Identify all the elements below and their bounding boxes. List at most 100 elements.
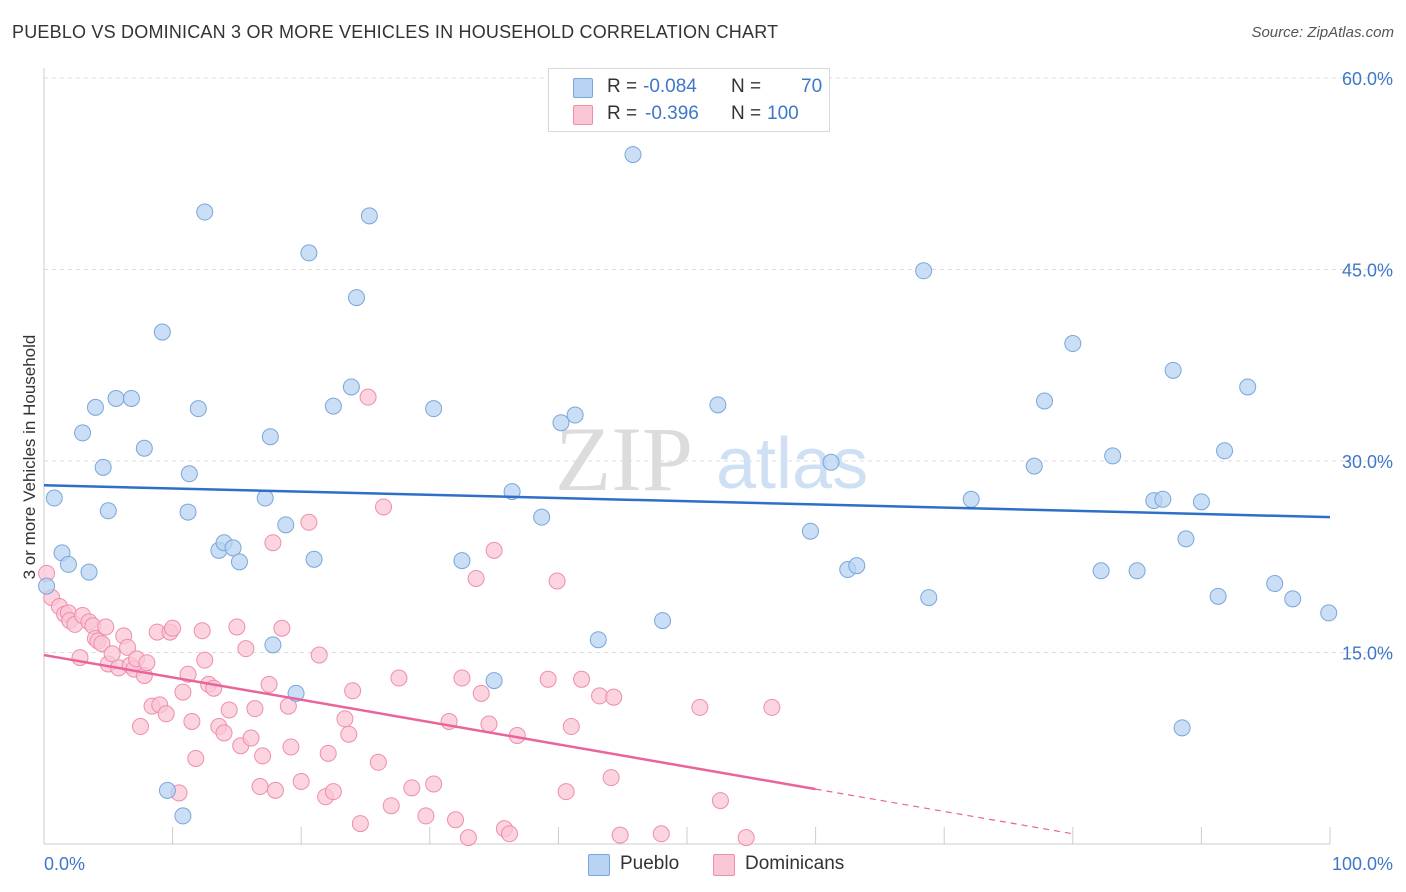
pueblo-point	[425, 400, 443, 418]
dominican-point	[282, 738, 300, 756]
dominican-swatch	[573, 105, 593, 125]
pueblo-point	[1266, 575, 1284, 593]
legend-r-label: R =	[607, 103, 638, 124]
dominican-point	[138, 654, 156, 672]
dominican-point	[242, 729, 260, 747]
trend-lines	[43, 484, 1331, 835]
dominican-point	[260, 675, 278, 693]
dominican-point	[266, 781, 284, 799]
dominican-point	[157, 705, 175, 723]
pueblo-point	[59, 555, 77, 573]
dominican-point	[300, 513, 318, 531]
legend-r-value: -0.084	[643, 76, 697, 97]
pueblo-point	[848, 557, 866, 575]
pueblo-point	[360, 207, 378, 225]
dominican-point	[97, 618, 115, 636]
pueblo-point	[179, 503, 197, 521]
pueblo-point	[180, 465, 198, 483]
pueblo-point	[230, 553, 248, 571]
pueblo-point	[324, 397, 342, 415]
tick-marks	[43, 827, 1331, 844]
pueblo-trend-line	[43, 484, 1331, 519]
pueblo-point	[1092, 562, 1110, 580]
dominican-point	[119, 638, 137, 656]
pueblo-point	[709, 396, 727, 414]
dominican-point	[264, 534, 282, 552]
legend-n-label: N =	[731, 103, 762, 124]
pueblo-point	[566, 406, 584, 424]
dominican-point	[359, 388, 377, 406]
pueblo-point	[1173, 719, 1191, 737]
pueblo-point	[80, 563, 98, 581]
pueblo-points	[38, 146, 1338, 825]
pueblo-point	[1216, 442, 1234, 460]
pueblo-point	[261, 428, 279, 446]
dominican-point	[417, 807, 435, 825]
pueblo-point	[135, 439, 153, 457]
dominican-point	[103, 645, 121, 663]
dominican-point	[480, 715, 498, 733]
pueblo-point	[1239, 378, 1257, 396]
dominican-point	[292, 772, 310, 790]
dominican-point	[237, 640, 255, 658]
pueblo-point	[1036, 392, 1054, 410]
dominican-point	[369, 753, 387, 771]
pueblo-point	[99, 502, 117, 520]
dominican-point	[340, 725, 358, 743]
watermark: ZIP atlas	[555, 408, 868, 510]
dominican-point	[453, 669, 471, 687]
dominican-point	[711, 792, 729, 810]
legend-n-label: N =	[731, 76, 762, 97]
pueblo-swatch	[588, 854, 610, 876]
dominican-point	[183, 712, 201, 730]
pueblo-point	[1177, 530, 1195, 548]
pueblo-point	[1064, 335, 1082, 353]
source-credit: Source: ZipAtlas.com	[1251, 24, 1394, 41]
pueblo-point	[153, 323, 171, 341]
pueblo-point	[256, 489, 274, 507]
dominican-point	[319, 744, 337, 762]
pueblo-point	[1209, 587, 1227, 605]
pueblo-point	[189, 400, 207, 418]
x-tick-label: 0.0%	[44, 854, 85, 874]
y-tick-label: 60.0%	[1342, 69, 1393, 89]
pueblo-point	[1025, 457, 1043, 475]
dominican-point	[390, 669, 408, 687]
dominican-point	[93, 635, 111, 653]
tick-labels: 15.0% 30.0% 45.0% 60.0% 0.0% 100.0%	[44, 69, 1393, 874]
dominican-point	[382, 797, 400, 815]
dominican-point	[375, 498, 393, 516]
pueblo-point	[654, 612, 672, 630]
pueblo-point	[122, 389, 140, 407]
dominican-point	[501, 825, 519, 843]
pueblo-point	[533, 508, 551, 526]
dominican-point	[652, 825, 670, 843]
pueblo-point	[1284, 590, 1302, 608]
y-tick-label: 15.0%	[1342, 644, 1393, 664]
pueblo-point	[264, 636, 282, 654]
dominican-point	[573, 670, 591, 688]
pueblo-point	[94, 458, 112, 476]
pueblo-point	[107, 389, 125, 407]
legend-n-value: 70	[801, 76, 823, 97]
pueblo-swatch	[573, 78, 593, 98]
dominican-point	[605, 688, 623, 706]
dominican-point	[174, 683, 192, 701]
dominican-point	[611, 826, 629, 844]
dominican-point	[763, 698, 781, 716]
pueblo-point	[158, 781, 176, 799]
dominican-point	[548, 572, 566, 590]
dominican-point	[131, 718, 149, 736]
dominican-point	[196, 651, 214, 669]
dominican-point	[193, 622, 211, 640]
pueblo-point	[1164, 361, 1182, 379]
dominican-point	[246, 700, 264, 718]
dominican-point	[220, 701, 238, 719]
dominican-point	[344, 682, 362, 700]
dominican-point	[539, 670, 557, 688]
pueblo-point	[453, 552, 471, 570]
chart-title: PUEBLO VS DOMINICAN 3 OR MORE VEHICLES I…	[12, 22, 779, 42]
pueblo-point	[822, 453, 840, 471]
pueblo-point	[920, 589, 938, 607]
dominican-point	[187, 749, 205, 767]
